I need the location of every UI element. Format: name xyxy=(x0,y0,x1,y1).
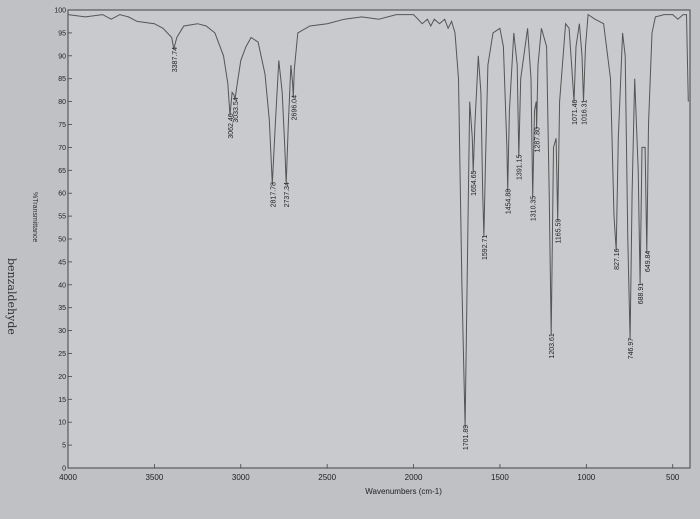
peak-label: 3387.74 xyxy=(172,47,179,72)
x-tick-label: 4000 xyxy=(59,473,77,482)
y-tick-label: 45 xyxy=(58,259,66,266)
plot-area xyxy=(67,9,691,469)
peak-label: 1287.80 xyxy=(535,127,542,152)
y-tick-label: 10 xyxy=(58,420,66,427)
y-tick-label: 100 xyxy=(54,8,66,15)
peak-label: 1016.31 xyxy=(582,99,589,124)
peak-label: 827.16 xyxy=(614,248,621,270)
y-tick-label: 80 xyxy=(58,99,66,106)
y-tick-label: 50 xyxy=(58,237,66,244)
y-tick-label: 75 xyxy=(58,122,66,129)
y-tick-label: 5 xyxy=(62,443,66,450)
x-ticks: 4000 3500 3000 2500 2000 1500 1000 500 xyxy=(59,464,680,482)
y-tick-label: 85 xyxy=(58,76,66,83)
peak-label: 1310.35 xyxy=(531,196,538,221)
x-axis-title: Wavenumbers (cm-1) xyxy=(365,487,442,496)
y-ticks: 1009590858075706560555045403530252015105… xyxy=(54,8,72,473)
peak-label: 649.84 xyxy=(645,251,652,273)
y-tick-label: 20 xyxy=(58,374,66,381)
chart-frame xyxy=(67,9,691,469)
peak-label: 1203.61 xyxy=(549,333,556,358)
x-tick-label: 2000 xyxy=(405,473,423,482)
spectrum-line xyxy=(67,13,689,427)
peak-label: 1592.71 xyxy=(482,235,489,260)
peak-label: 3062.46 xyxy=(228,113,235,138)
peak-label: 1071.46 xyxy=(572,100,579,125)
x-tick-label: 1500 xyxy=(491,473,509,482)
peak-label: 688.91 xyxy=(638,283,645,305)
y-tick-label: 65 xyxy=(58,168,66,175)
x-tick-label: 500 xyxy=(666,473,680,482)
y-tick-label: 30 xyxy=(58,328,66,335)
peak-label: 3033.54 xyxy=(233,97,240,122)
y-tick-label: 70 xyxy=(58,145,66,152)
peak-label: 2696.04 xyxy=(291,95,298,120)
y-tick-label: 55 xyxy=(58,214,66,221)
x-tick-label: 1000 xyxy=(577,473,595,482)
y-tick-label: 95 xyxy=(58,30,66,37)
peak-label: 2817.78 xyxy=(270,182,277,207)
x-tick-label: 3500 xyxy=(145,473,163,482)
peak-label: 1654.65 xyxy=(471,170,478,195)
y-tick-label: 15 xyxy=(58,397,66,404)
y-tick-label: 25 xyxy=(58,351,66,358)
spectrum-trace xyxy=(67,13,689,427)
peak-label: 1391.15 xyxy=(517,155,524,180)
y-tick-label: 0 xyxy=(62,466,66,473)
x-tick-label: 3000 xyxy=(232,473,250,482)
x-tick-label: 2500 xyxy=(318,473,336,482)
peak-label: 1165.59 xyxy=(556,219,563,244)
peak-label: 1701.89 xyxy=(463,425,470,450)
peak-label: 1454.88 xyxy=(506,189,513,214)
peak-label: 2737.34 xyxy=(284,182,291,207)
y-tick-label: 40 xyxy=(58,282,66,289)
peak-label: 746.97 xyxy=(628,338,635,360)
y-tick-label: 35 xyxy=(58,305,66,312)
y-tick-label: 60 xyxy=(58,191,66,198)
y-tick-label: 90 xyxy=(58,53,66,60)
